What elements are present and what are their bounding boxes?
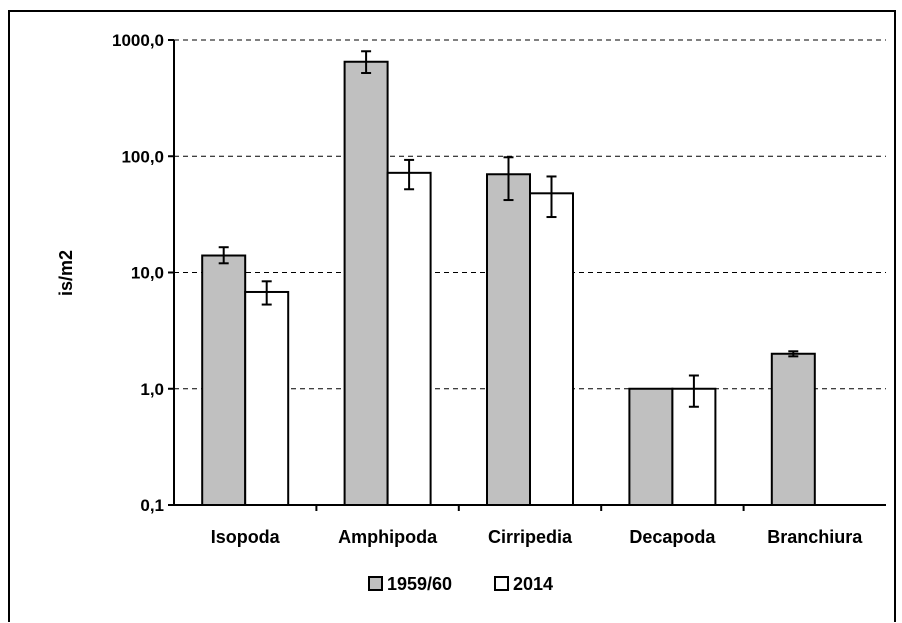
bar — [628, 387, 674, 506]
legend-swatch — [368, 576, 383, 591]
y-tick-label: 1000,0 — [112, 31, 164, 50]
bars — [201, 60, 816, 507]
category-label: Branchiura — [767, 527, 863, 547]
bar — [486, 173, 531, 506]
category-label: Decapoda — [629, 527, 716, 547]
y-tick-label: 1,0 — [140, 380, 164, 399]
y-tick-label: 0,1 — [140, 496, 164, 515]
error-bars — [218, 50, 799, 408]
axes — [168, 39, 886, 511]
legend-label: 2014 — [513, 574, 553, 594]
category-labels: Isopoda Amphipoda Cirripedia Decapoda Branch… — [211, 527, 864, 547]
bar — [770, 352, 816, 506]
legend-swatch — [494, 576, 509, 591]
chart-frame — [8, 10, 896, 622]
bar — [671, 387, 717, 506]
bar — [386, 171, 432, 507]
y-tick-label: 10,0 — [131, 264, 164, 283]
bar — [244, 290, 290, 506]
y-axis-title: is/m2 — [56, 250, 76, 296]
y-tick-labels: 0,1 1,0 10,0 100,0 1000,0 — [112, 31, 164, 515]
category-label: Isopoda — [211, 527, 281, 547]
category-label: Amphipoda — [338, 527, 438, 547]
legend-label: 1959/60 — [387, 574, 452, 594]
y-tick-label: 100,0 — [121, 147, 164, 166]
category-label: Cirripedia — [488, 527, 573, 547]
legend: 1959/60 2014 — [368, 574, 553, 594]
bar — [343, 60, 389, 507]
bar — [529, 192, 574, 507]
bar — [201, 254, 247, 506]
